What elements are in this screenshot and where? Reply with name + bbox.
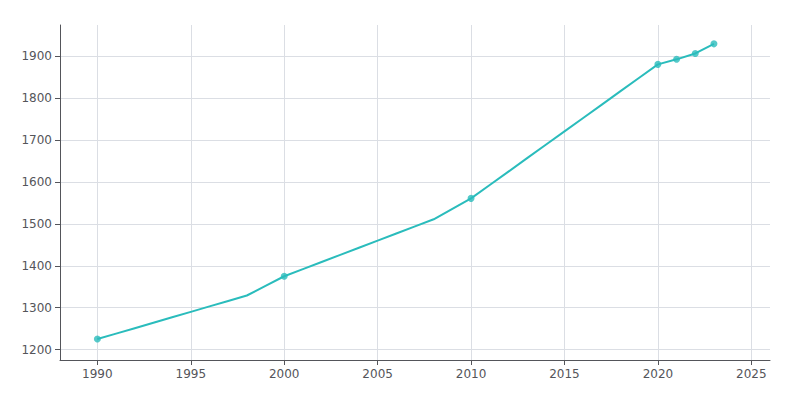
svg-text:1600: 1600	[21, 175, 52, 189]
svg-text:1995: 1995	[176, 367, 207, 381]
svg-text:1700: 1700	[21, 133, 52, 147]
svg-text:1300: 1300	[21, 301, 52, 315]
svg-text:2005: 2005	[362, 367, 393, 381]
svg-text:2020: 2020	[643, 367, 674, 381]
svg-text:2025: 2025	[736, 367, 767, 381]
svg-text:2000: 2000	[269, 367, 300, 381]
svg-text:1800: 1800	[21, 91, 52, 105]
svg-text:1500: 1500	[21, 217, 52, 231]
svg-text:2010: 2010	[456, 367, 487, 381]
svg-text:1200: 1200	[21, 343, 52, 357]
svg-text:1900: 1900	[21, 49, 52, 63]
svg-text:1990: 1990	[82, 367, 113, 381]
svg-text:1400: 1400	[21, 259, 52, 273]
svg-text:2015: 2015	[549, 367, 580, 381]
